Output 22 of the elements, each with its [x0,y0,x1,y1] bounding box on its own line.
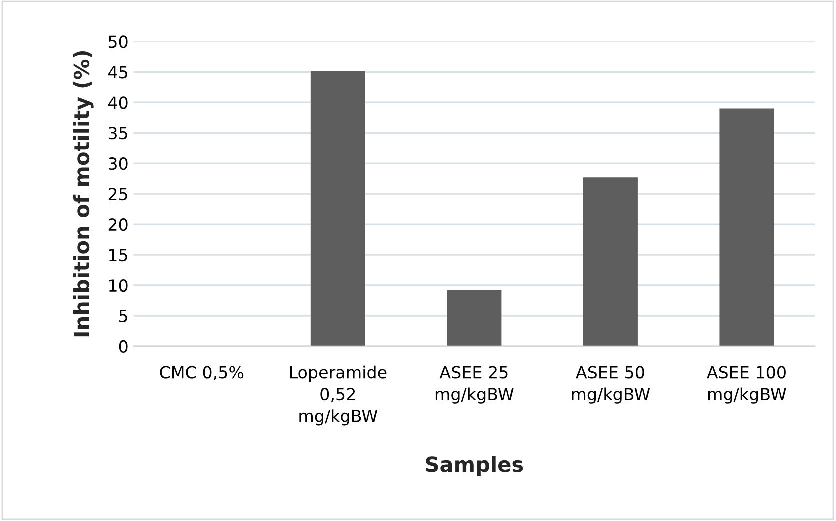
y-tick-label: 50 [108,36,128,48]
y-tick-label: 0 [119,340,128,354]
x-tick-label: ASEE 100 mg/kgBW [707,366,786,404]
y-tick-label: 20 [108,218,128,232]
x-tick-label: ASEE 25 mg/kgBW [436,366,514,404]
bar [720,108,774,346]
bar [447,290,502,346]
y-tick-label: 10 [110,279,128,292]
y-tick-label: 35 [108,127,128,140]
y-tick-label: 25 [108,188,128,201]
y-axis-title: Inhibition of motility (%) [73,51,94,337]
bar [310,70,366,346]
y-tick-label: 40 [108,96,128,110]
y-tick-label: 45 [108,66,128,79]
y-tick-label: 15 [110,249,128,262]
x-axis-title: Samples [426,456,524,476]
x-tick-label: Loperamide 0,52 mg/kgBW [290,366,387,426]
x-tick-label: ASEE 50 mg/kgBW [572,366,650,404]
bar [583,178,638,346]
y-tick-label: 30 [108,158,128,170]
y-tick-label: 5 [120,310,128,323]
x-tick-label: CMC 0,5% [160,366,244,381]
